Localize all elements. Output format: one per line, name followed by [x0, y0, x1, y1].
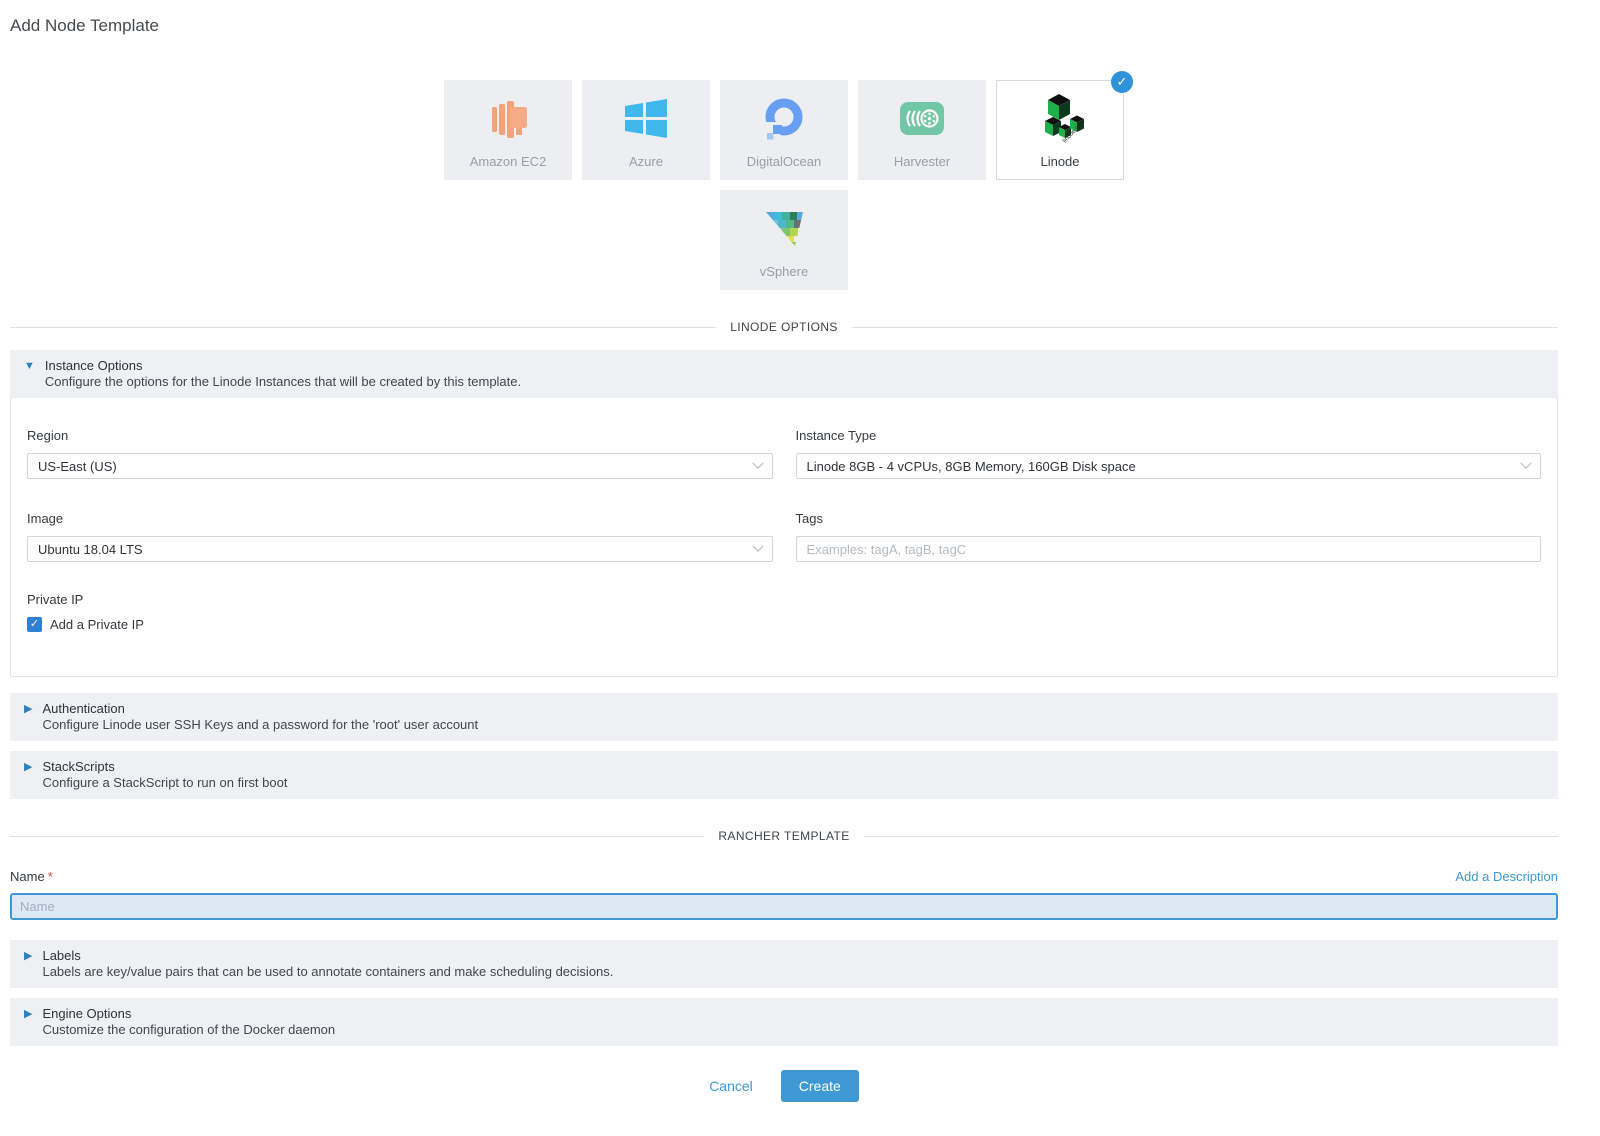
region-field: Region US-East (US) [27, 428, 773, 479]
accordion-description: Labels are key/value pairs that can be u… [42, 964, 614, 979]
image-field: Image Ubuntu 18.04 LTS [27, 511, 773, 562]
provider-card-label: Linode [1040, 153, 1080, 169]
name-label: Name * [10, 869, 53, 884]
amazon-ec2-icon [483, 92, 533, 146]
harvester-icon [896, 92, 948, 146]
region-select-value: US-East (US) [38, 458, 117, 474]
accordion-stackscripts[interactable]: ▶ StackScripts Configure a StackScript t… [10, 751, 1558, 799]
provider-card-azure[interactable]: Azure [582, 80, 710, 180]
triangle-right-icon: ▶ [24, 1008, 33, 1020]
triangle-right-icon: ▶ [24, 761, 33, 773]
provider-card-amazon-ec2[interactable]: Amazon EC2 [444, 80, 572, 180]
instance-type-select[interactable]: Linode 8GB - 4 vCPUs, 8GB Memory, 160GB … [795, 453, 1541, 479]
private-ip-label: Private IP [27, 592, 84, 607]
chevron-down-icon [751, 457, 764, 469]
tags-label: Tags [795, 511, 823, 526]
accordion-description: Configure Linode user SSH Keys and a pas… [42, 717, 479, 732]
tags-input[interactable] [795, 536, 1541, 562]
instance-type-select-value: Linode 8GB - 4 vCPUs, 8GB Memory, 160GB … [806, 458, 1136, 474]
provider-card-label: Harvester [893, 153, 951, 169]
azure-icon [621, 92, 671, 146]
linode-icon: linode.com [1032, 92, 1088, 146]
linode-options-divider: LINODE OPTIONS [10, 320, 1558, 334]
digitalocean-icon [759, 92, 809, 146]
accordion-title: Labels [42, 948, 81, 963]
accordion-description: Configure a StackScript to run on first … [42, 775, 288, 790]
region-label: Region [27, 428, 69, 443]
linode-options-divider-label: LINODE OPTIONS [730, 320, 838, 334]
accordion-engine-options[interactable]: ▶ Engine Options Customize the configura… [10, 998, 1558, 1046]
image-select-value: Ubuntu 18.04 LTS [38, 541, 143, 557]
provider-card-label: vSphere [759, 263, 809, 279]
accordion-title: StackScripts [42, 759, 115, 774]
private-ip-field: Private IP ✓ Add a Private IP [27, 592, 1541, 632]
page-title: Add Node Template [10, 16, 160, 35]
instance-type-label: Instance Type [795, 428, 877, 443]
accordion-instance-options[interactable]: ▼ Instance Options Configure the options… [10, 350, 1558, 398]
accordion-title: Instance Options [44, 358, 143, 373]
accordion-title: Engine Options [42, 1006, 132, 1021]
provider-card-linode[interactable]: ✓ [996, 71, 1133, 180]
name-row: Name * Add a Description [10, 869, 1558, 884]
provider-card-digitalocean[interactable]: DigitalOcean [720, 80, 848, 180]
add-node-template-page: Add Node Template Amazon EC2 [10, 16, 1590, 1102]
triangle-down-icon: ▼ [24, 360, 35, 372]
image-label: Image [27, 511, 64, 526]
accordion-labels[interactable]: ▶ Labels Labels are key/value pairs that… [10, 940, 1558, 988]
selected-check-icon: ✓ [1111, 71, 1133, 93]
private-ip-checkbox-label: Add a Private IP [50, 617, 144, 632]
provider-card-row-1: Amazon EC2 Azure [10, 71, 1558, 180]
provider-card-harvester[interactable]: Harvester [858, 80, 986, 180]
provider-card-label: DigitalOcean [746, 153, 822, 169]
required-asterisk: * [47, 869, 53, 884]
provider-card-row-2: vSphere [10, 190, 1558, 290]
chevron-down-icon [1520, 457, 1532, 469]
vsphere-icon [759, 202, 809, 256]
image-select[interactable]: Ubuntu 18.04 LTS [27, 536, 773, 562]
chevron-down-icon [751, 540, 764, 552]
tags-field: Tags [795, 511, 1541, 562]
instance-type-field: Instance Type Linode 8GB - 4 vCPUs, 8GB … [795, 428, 1541, 479]
add-description-link[interactable]: Add a Description [1455, 869, 1558, 884]
accordion-description: Customize the configuration of the Docke… [42, 1022, 336, 1037]
name-input[interactable] [10, 893, 1558, 920]
accordion-authentication[interactable]: ▶ Authentication Configure Linode user S… [10, 693, 1558, 741]
accordion-title: Authentication [42, 701, 125, 716]
rancher-template-divider: RANCHER TEMPLATE [10, 829, 1558, 843]
triangle-right-icon: ▶ [24, 950, 33, 962]
footer-actions: Cancel Create [10, 1070, 1558, 1102]
provider-card-vsphere[interactable]: vSphere [720, 190, 848, 290]
cancel-button[interactable]: Cancel [709, 1078, 753, 1094]
private-ip-checkbox[interactable]: ✓ [27, 617, 42, 632]
provider-card-label: Amazon EC2 [469, 153, 547, 169]
region-select[interactable]: US-East (US) [27, 453, 773, 479]
provider-card-label: Azure [629, 153, 663, 169]
instance-options-panel: Region US-East (US) Instance Type Linode… [10, 398, 1558, 677]
create-button[interactable]: Create [780, 1070, 859, 1102]
accordion-description: Configure the options for the Linode Ins… [44, 374, 522, 389]
triangle-right-icon: ▶ [24, 703, 33, 715]
rancher-template-divider-label: RANCHER TEMPLATE [718, 829, 850, 843]
